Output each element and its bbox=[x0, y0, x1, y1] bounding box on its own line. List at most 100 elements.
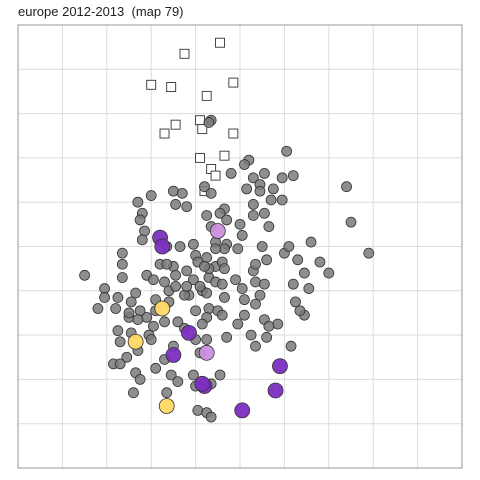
data-point-square bbox=[228, 128, 239, 139]
data-point-circle bbox=[323, 267, 335, 279]
data-point-square bbox=[166, 82, 177, 92]
data-point-circle bbox=[165, 369, 177, 381]
data-point-circle bbox=[363, 247, 375, 259]
data-point-circle bbox=[287, 278, 299, 290]
data-point-circle bbox=[110, 303, 122, 314]
data-point-circle bbox=[199, 261, 210, 272]
data-point-square bbox=[195, 115, 205, 126]
data-point-circle bbox=[170, 199, 182, 210]
data-point-circle bbox=[190, 305, 202, 317]
data-point-circle bbox=[99, 292, 110, 303]
data-point-circle bbox=[232, 318, 244, 330]
data-point-circle bbox=[281, 145, 293, 157]
data-point-circle bbox=[221, 214, 233, 226]
series-1 bbox=[79, 114, 375, 423]
data-point-circle bbox=[214, 369, 226, 381]
data-point-circle bbox=[116, 258, 128, 270]
data-point-circle bbox=[272, 318, 284, 330]
data-point-circle bbox=[230, 274, 241, 286]
data-point-circle bbox=[250, 258, 261, 270]
data-point-circle bbox=[239, 159, 250, 170]
data-point-circle bbox=[210, 243, 221, 255]
data-point-circle bbox=[203, 303, 215, 314]
data-point-circle bbox=[219, 292, 230, 303]
data-point-circle bbox=[170, 269, 182, 281]
data-point-circle bbox=[250, 298, 261, 310]
data-point-circle bbox=[148, 320, 159, 332]
data-point-circle bbox=[181, 265, 193, 277]
data-point-circle bbox=[116, 247, 128, 259]
data-point-circle bbox=[214, 207, 226, 219]
data-point-circle bbox=[187, 274, 199, 286]
data-point-circle bbox=[121, 351, 133, 363]
data-point-circle bbox=[216, 309, 228, 321]
grid-lines bbox=[17, 24, 463, 469]
data-point-circle bbox=[161, 258, 173, 270]
data-point-circle bbox=[256, 241, 268, 252]
data-point-square bbox=[228, 77, 239, 88]
data-point-circle bbox=[259, 278, 270, 290]
series-3 bbox=[198, 223, 226, 361]
data-point-circle bbox=[263, 320, 275, 332]
data-point-circle bbox=[79, 269, 90, 281]
data-point-circle bbox=[272, 358, 288, 375]
data-point-circle bbox=[154, 238, 171, 255]
data-point-circle bbox=[127, 333, 144, 350]
data-point-circle bbox=[250, 276, 261, 288]
data-point-circle bbox=[145, 334, 157, 345]
data-point-circle bbox=[116, 272, 128, 283]
data-point-circle bbox=[145, 190, 157, 201]
plot-border bbox=[17, 24, 463, 469]
data-point-circle bbox=[125, 296, 137, 308]
data-point-circle bbox=[112, 292, 124, 303]
data-point-circle bbox=[205, 411, 217, 423]
data-point-circle bbox=[203, 117, 215, 128]
data-point-circle bbox=[232, 243, 244, 255]
data-point-square bbox=[159, 128, 170, 139]
data-point-circle bbox=[216, 278, 228, 290]
data-point-circle bbox=[234, 218, 246, 230]
data-point-circle bbox=[92, 303, 104, 314]
data-point-circle bbox=[285, 340, 297, 352]
data-point-circle bbox=[167, 185, 179, 197]
data-point-circle bbox=[265, 194, 277, 206]
data-points bbox=[79, 37, 375, 423]
data-point-circle bbox=[130, 287, 142, 299]
data-point-circle bbox=[283, 241, 295, 252]
data-point-circle bbox=[158, 398, 175, 414]
data-point-circle bbox=[234, 402, 251, 419]
data-point-circle bbox=[239, 294, 250, 306]
data-point-circle bbox=[134, 373, 146, 385]
data-point-circle bbox=[276, 172, 288, 184]
data-point-square bbox=[219, 150, 230, 161]
series-4 bbox=[127, 300, 175, 414]
data-point-circle bbox=[209, 223, 226, 239]
data-point-circle bbox=[247, 172, 259, 184]
data-point-square bbox=[179, 48, 190, 59]
data-point-circle bbox=[159, 316, 170, 328]
data-point-circle bbox=[196, 318, 208, 330]
data-point-circle bbox=[114, 358, 126, 370]
data-point-circle bbox=[221, 331, 233, 343]
data-point-circle bbox=[161, 387, 173, 399]
data-point-circle bbox=[123, 307, 135, 319]
data-point-square bbox=[201, 90, 212, 101]
data-point-square bbox=[195, 152, 205, 163]
data-point-circle bbox=[176, 187, 188, 199]
data-point-circle bbox=[170, 280, 182, 292]
data-point-circle bbox=[148, 274, 159, 286]
data-point-circle bbox=[261, 254, 273, 266]
data-point-circle bbox=[181, 201, 193, 213]
data-point-circle bbox=[192, 405, 204, 416]
data-point-circle bbox=[345, 216, 357, 228]
data-point-circle bbox=[259, 168, 270, 179]
data-point-circle bbox=[267, 183, 279, 195]
data-point-circle bbox=[292, 254, 304, 266]
data-point-circle bbox=[134, 214, 146, 226]
data-point-circle bbox=[154, 300, 171, 317]
data-point-circle bbox=[254, 185, 266, 197]
data-point-circle bbox=[181, 324, 197, 341]
data-point-circle bbox=[194, 280, 206, 292]
data-point-circle bbox=[139, 225, 150, 237]
